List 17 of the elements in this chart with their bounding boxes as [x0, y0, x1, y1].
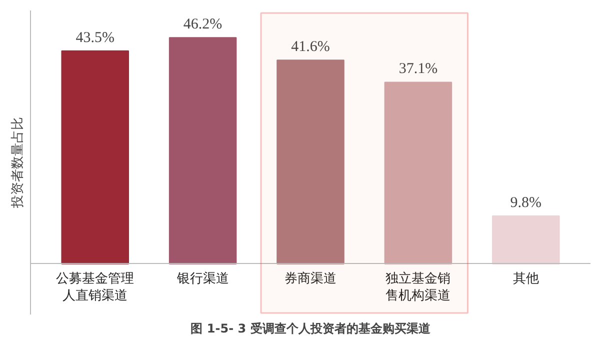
caption: 图 1-5- 3 受调查个人投资者的基金购买渠道	[190, 322, 432, 336]
bar	[492, 215, 560, 264]
bar	[61, 50, 129, 264]
bar	[276, 60, 344, 264]
data-label: 46.2%	[183, 16, 222, 33]
x-tick-label: 其他	[512, 271, 539, 286]
bar	[384, 82, 452, 264]
bar	[168, 37, 237, 264]
x-tick-label: 公募基金管理人直销渠道	[56, 271, 134, 304]
x-tick-label: 银行渠道	[176, 271, 229, 286]
y-axis-title: 投资者数量占比	[10, 117, 26, 209]
data-label: 37.1%	[398, 61, 438, 78]
x-tick-label: 独立基金销售机构渠道	[386, 270, 451, 304]
data-label: 43.5%	[76, 30, 114, 46]
data-label: 41.6%	[291, 39, 330, 56]
data-label: 9.8%	[510, 194, 542, 211]
x-tick-label: 券商渠道	[284, 271, 336, 286]
